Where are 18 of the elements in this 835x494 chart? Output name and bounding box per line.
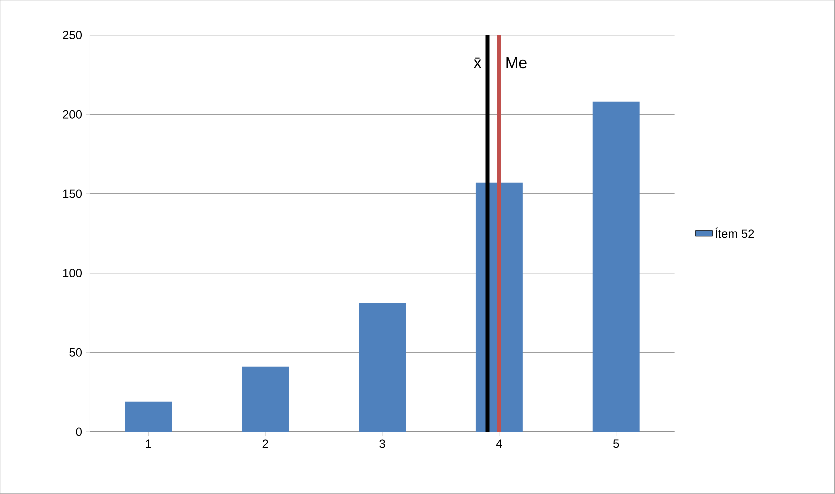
y-tick-label: 150	[63, 190, 82, 198]
bar	[125, 402, 172, 432]
x-tick-label: 2	[262, 440, 268, 448]
x-tick-label: 3	[380, 440, 386, 448]
y-tick-label: 100	[63, 268, 82, 278]
bar	[592, 102, 640, 432]
x-tick-label: 4	[496, 440, 502, 448]
x-tick-label: 1	[146, 440, 152, 448]
ref-line-label: x̄	[474, 58, 482, 68]
y-tick-label: 250	[63, 30, 82, 40]
bar	[242, 366, 290, 432]
ref-line-label: Me	[506, 57, 527, 68]
y-tick-label: 200	[63, 110, 82, 119]
bar	[359, 303, 406, 432]
y-tick-label: 0	[76, 428, 82, 436]
x-tick-label: 5	[614, 440, 620, 448]
y-tick-label: 50	[70, 348, 82, 357]
legend-label: Ítem 52	[716, 228, 754, 238]
